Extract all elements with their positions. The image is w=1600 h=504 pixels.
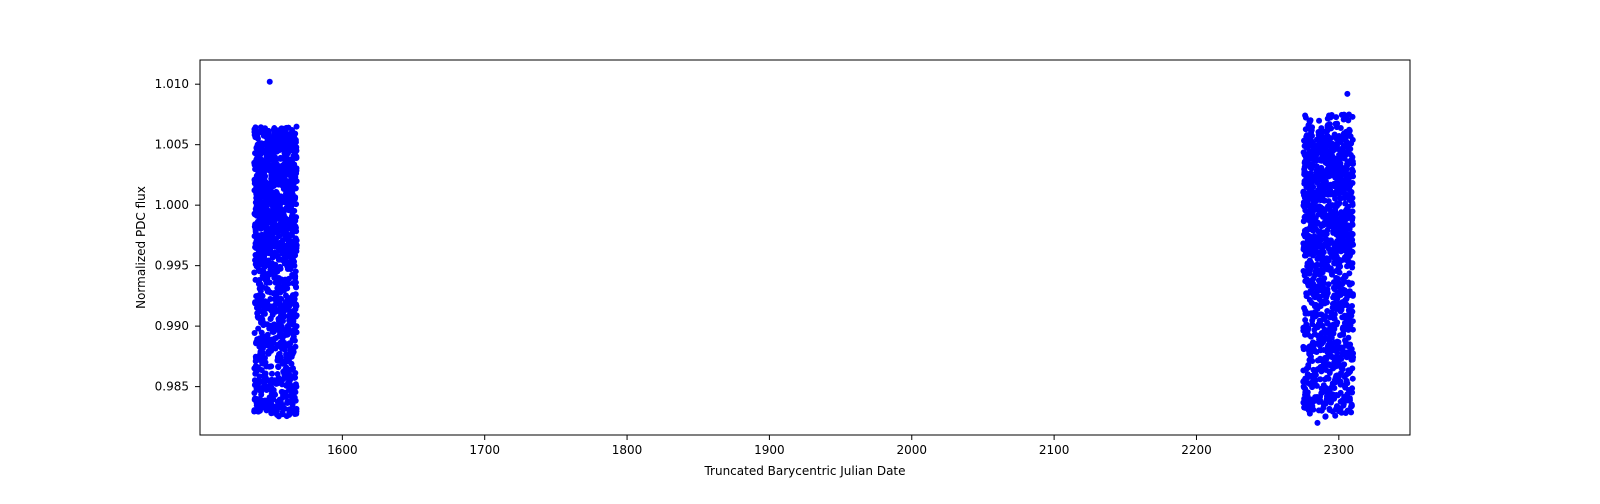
x-tick-label: 2200 <box>1181 443 1212 457</box>
lightcurve-chart: 1600 1700 1800 1900 2000 2100 2200 2300 0.985 0.9… <box>0 0 1600 500</box>
y-tick-label: 1.000 <box>155 198 189 212</box>
x-tick-label: 2100 <box>1039 443 1070 457</box>
y-tick-label: 0.990 <box>155 319 189 333</box>
x-tick-label: 1800 <box>612 443 643 457</box>
x-tick-label: 1900 <box>754 443 785 457</box>
y-axis-label: Normalized PDC flux <box>134 186 148 309</box>
x-tick-label: 1700 <box>469 443 500 457</box>
y-tick-label: 1.005 <box>155 138 189 152</box>
x-tick-label: 2300 <box>1324 443 1355 457</box>
x-tick-label: 2000 <box>896 443 927 457</box>
chart-svg: 1600 1700 1800 1900 2000 2100 2200 2300 0.985 0.9… <box>0 0 1600 500</box>
x-tick-label: 1600 <box>327 443 358 457</box>
x-axis-label: Truncated Barycentric Julian Date <box>703 464 905 478</box>
y-tick-label: 1.010 <box>155 77 189 91</box>
y-tick-label: 0.995 <box>155 259 189 273</box>
y-tick-label: 0.985 <box>155 380 189 394</box>
